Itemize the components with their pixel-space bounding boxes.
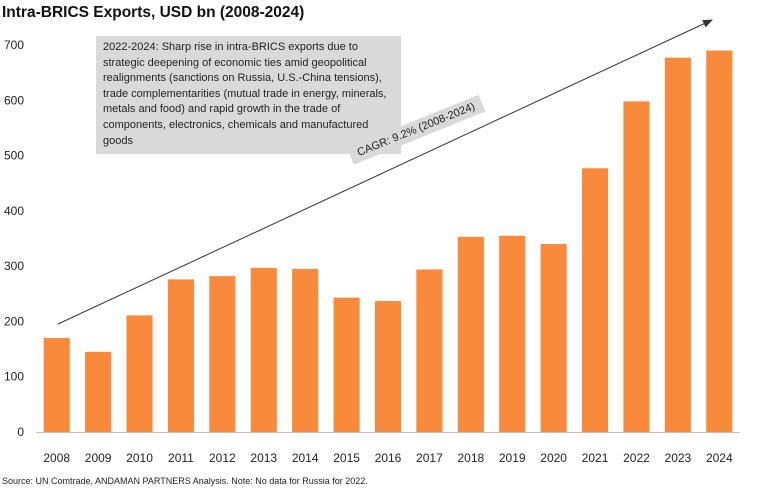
x-tick-label: 2009 xyxy=(85,451,112,465)
x-tick-label: 2016 xyxy=(375,451,402,465)
bar-2013 xyxy=(250,267,277,432)
bar-2020 xyxy=(540,244,567,432)
x-tick-label: 2013 xyxy=(250,451,277,465)
x-tick-label: 2022 xyxy=(623,451,650,465)
y-tick-label: 0 xyxy=(17,425,24,439)
y-tick-label: 300 xyxy=(4,259,24,273)
trend-arrow xyxy=(57,19,713,325)
y-tick-label: 200 xyxy=(4,314,24,328)
bar-2012 xyxy=(209,276,236,432)
x-tick-label: 2008 xyxy=(43,451,70,465)
bar-2011 xyxy=(167,279,194,432)
bar-2014 xyxy=(292,268,319,432)
y-tick-label: 600 xyxy=(4,93,24,107)
bar-2024 xyxy=(706,50,733,433)
bar-2022 xyxy=(623,101,650,433)
x-tick-label: 2015 xyxy=(333,451,360,465)
x-tick-label: 2012 xyxy=(209,451,236,465)
x-tick-label: 2021 xyxy=(582,451,609,465)
x-tick-label: 2014 xyxy=(292,451,319,465)
bar-2010 xyxy=(126,315,153,432)
bar-2021 xyxy=(582,168,609,432)
bar-2018 xyxy=(457,236,484,432)
y-tick-label: 100 xyxy=(4,370,24,384)
bars xyxy=(43,50,733,433)
y-axis: 0 100 200 300 400 500 600 700 xyxy=(4,38,24,439)
bar-2015 xyxy=(333,297,360,432)
x-tick-label: 2010 xyxy=(126,451,153,465)
x-tick-label: 2011 xyxy=(168,451,194,465)
source-note: Source: UN Comtrade, ANDAMAN PARTNERS An… xyxy=(2,476,368,486)
y-tick-label: 500 xyxy=(4,149,24,163)
x-axis: 2008 2009 2010 2011 2012 2013 2014 2015 2016 2017… xyxy=(43,451,733,465)
y-tick-label: 400 xyxy=(4,204,24,218)
bar-2016 xyxy=(374,300,402,432)
bar-2023 xyxy=(664,57,691,433)
annotation-note: 2022-2024: Sharp rise in intra-BRICS exp… xyxy=(96,36,401,155)
x-tick-label: 2017 xyxy=(416,451,443,465)
x-tick-label: 2023 xyxy=(665,451,692,465)
y-tick-label: 700 xyxy=(4,38,24,52)
bar-2019 xyxy=(499,235,526,432)
bar-2008 xyxy=(43,338,70,432)
bar-2009 xyxy=(85,351,112,432)
x-tick-label: 2020 xyxy=(540,451,567,465)
x-tick-label: 2019 xyxy=(499,451,526,465)
x-tick-label: 2018 xyxy=(457,451,484,465)
x-tick-label: 2024 xyxy=(706,451,733,465)
bar-2017 xyxy=(416,269,443,432)
chart-title: Intra-BRICS Exports, USD bn (2008-2024) xyxy=(2,4,304,21)
